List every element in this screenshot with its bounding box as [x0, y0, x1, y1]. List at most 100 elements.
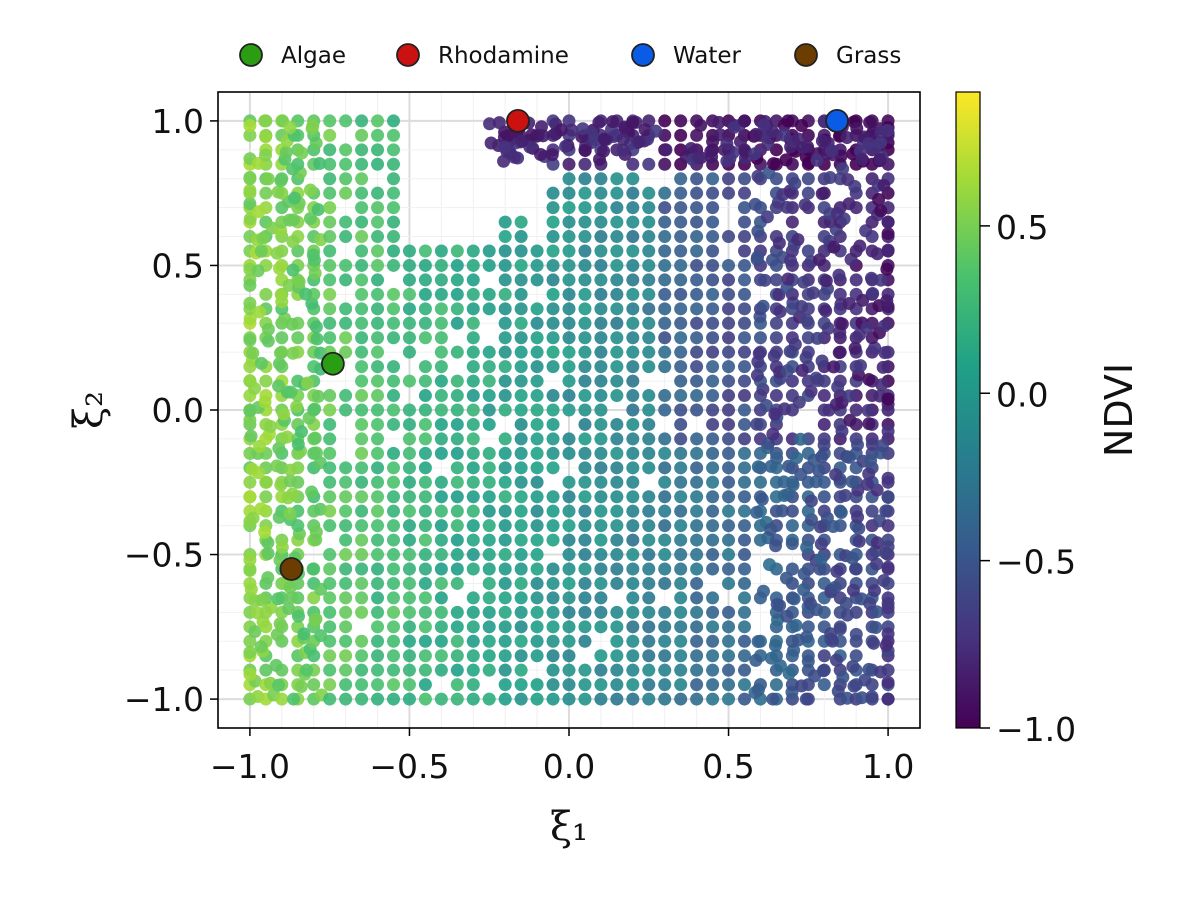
data-point: [722, 620, 736, 634]
data-point: [594, 244, 608, 258]
data-point: [466, 461, 480, 475]
data-point: [772, 236, 786, 250]
data-point: [530, 591, 544, 605]
data-point: [642, 201, 656, 215]
data-point: [418, 562, 432, 576]
data-point: [610, 432, 624, 446]
data-point: [674, 461, 688, 475]
data-point: [530, 360, 544, 374]
data-point: [738, 519, 751, 533]
data-point: [594, 533, 608, 547]
data-point: [308, 431, 322, 445]
data-point: [755, 492, 769, 506]
data-point: [658, 461, 672, 475]
data-point: [402, 461, 416, 475]
data-point: [610, 519, 624, 533]
data-point: [498, 591, 512, 605]
data-point: [482, 519, 496, 533]
data-point: [339, 273, 353, 287]
data-point: [562, 678, 576, 692]
data-point: [831, 380, 845, 394]
data-point: [355, 345, 369, 359]
data-point: [658, 201, 672, 215]
data-point: [387, 172, 400, 186]
data-point: [355, 172, 369, 186]
data-point: [546, 403, 560, 417]
data-point: [562, 389, 576, 403]
data-point: [706, 605, 720, 619]
data-point: [626, 287, 640, 301]
data-point: [785, 374, 799, 388]
data-point: [387, 533, 400, 547]
data-point: [626, 663, 640, 677]
data-point: [418, 273, 432, 287]
data-point: [434, 692, 448, 706]
data-point: [514, 519, 528, 533]
data-point: [275, 331, 289, 345]
data-point: [371, 186, 385, 200]
data-point: [658, 562, 672, 576]
data-point: [594, 504, 608, 518]
data-point: [722, 562, 736, 576]
data-point: [674, 576, 688, 590]
data-point: [674, 678, 688, 692]
data-point: [482, 692, 496, 706]
data-point: [562, 403, 576, 417]
data-point: [690, 446, 704, 460]
data-point: [371, 461, 385, 475]
data-point: [434, 360, 448, 374]
data-point: [795, 119, 809, 133]
data-point: [546, 417, 560, 431]
data-point: [274, 346, 288, 360]
data-point: [690, 591, 704, 605]
x-axis-ticks: −1.0 −0.5 0.0 0.5 1.0: [210, 728, 914, 786]
data-point: [323, 201, 337, 215]
data-point: [578, 634, 592, 648]
data-point: [355, 230, 369, 244]
data-point: [764, 651, 778, 665]
colorbar-tick-label: 0.5: [996, 208, 1048, 247]
data-point: [751, 460, 765, 474]
data-point: [642, 663, 656, 677]
data-point: [243, 312, 257, 326]
data-point: [782, 459, 796, 473]
data-point: [300, 376, 314, 390]
data-point: [434, 389, 448, 403]
data-point: [243, 296, 257, 310]
data-point: [387, 548, 400, 562]
data-point: [292, 609, 306, 623]
data-point: [482, 562, 496, 576]
data-point: [498, 432, 512, 446]
data-point: [642, 605, 656, 619]
data-point: [402, 331, 416, 345]
data-point: [246, 346, 260, 360]
data-point: [466, 331, 480, 345]
data-point: [270, 459, 284, 473]
data-point: [642, 533, 656, 547]
data-point: [243, 490, 257, 504]
data-point: [834, 506, 848, 520]
data-point: [769, 539, 783, 553]
data-point: [339, 519, 353, 533]
data-point: [722, 403, 736, 417]
colorbar-tick-label: 0.0: [996, 375, 1048, 414]
data-point: [690, 475, 704, 489]
data-point: [371, 345, 385, 359]
data-point: [706, 345, 720, 359]
data-point: [434, 548, 448, 562]
data-point: [530, 273, 544, 287]
data-point: [355, 287, 369, 301]
data-point: [288, 191, 302, 205]
data-point: [722, 432, 736, 446]
data-point: [450, 519, 464, 533]
data-point: [261, 536, 275, 550]
data-point: [434, 576, 448, 590]
data-point: [294, 680, 308, 694]
data-point: [838, 488, 852, 502]
data-point: [690, 302, 704, 316]
data-point: [402, 504, 416, 518]
data-point: [610, 562, 624, 576]
data-point: [799, 351, 813, 365]
data-point: [674, 562, 688, 576]
data-point: [371, 316, 385, 330]
